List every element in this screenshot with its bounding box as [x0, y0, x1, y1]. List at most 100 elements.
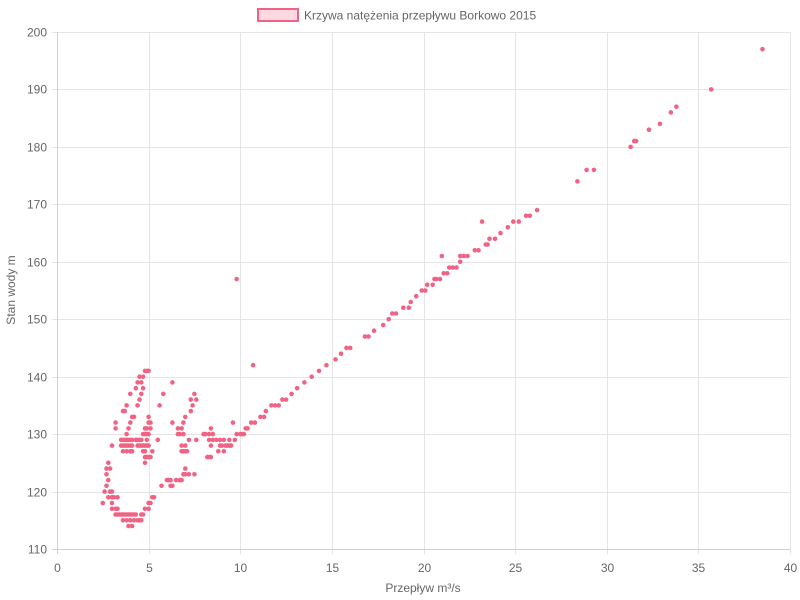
data-point[interactable] — [186, 437, 192, 443]
data-point[interactable] — [302, 380, 307, 385]
data-point[interactable] — [107, 466, 113, 471]
data-point[interactable] — [668, 110, 674, 115]
data-point[interactable] — [128, 391, 133, 397]
data-point[interactable] — [148, 420, 153, 425]
data-point[interactable] — [234, 431, 239, 437]
data-point[interactable] — [248, 420, 254, 425]
data-point[interactable] — [104, 466, 109, 471]
data-point[interactable] — [168, 477, 173, 483]
data-point[interactable] — [137, 397, 142, 402]
data-point[interactable] — [157, 403, 162, 408]
data-point[interactable] — [269, 403, 274, 408]
data-point[interactable] — [390, 311, 395, 316]
data-point[interactable] — [146, 368, 151, 374]
data-point[interactable] — [155, 437, 161, 443]
data-point[interactable] — [148, 500, 153, 506]
data-point[interactable] — [408, 299, 414, 305]
data-point[interactable] — [516, 219, 522, 224]
data-point[interactable] — [289, 391, 294, 397]
data-point[interactable] — [232, 437, 238, 443]
data-point[interactable] — [344, 345, 349, 351]
data-point[interactable] — [124, 403, 129, 408]
data-point[interactable] — [523, 213, 529, 219]
data-point[interactable] — [142, 460, 148, 466]
data-point[interactable] — [437, 276, 443, 282]
data-point[interactable] — [393, 311, 399, 316]
data-point[interactable] — [151, 495, 157, 500]
data-point[interactable] — [227, 437, 232, 443]
data-point[interactable] — [131, 518, 137, 523]
data-point[interactable] — [439, 253, 445, 259]
data-point[interactable] — [206, 437, 212, 443]
data-point[interactable] — [203, 431, 208, 437]
data-point[interactable] — [144, 437, 150, 443]
data-point[interactable] — [245, 426, 250, 431]
data-point[interactable] — [109, 506, 115, 512]
data-point[interactable] — [106, 460, 111, 466]
data-point[interactable] — [465, 253, 470, 259]
data-point[interactable] — [234, 276, 239, 282]
data-point[interactable] — [194, 437, 199, 443]
data-point[interactable] — [111, 495, 117, 500]
data-point[interactable] — [124, 518, 129, 523]
data-point[interactable] — [126, 426, 131, 431]
data-point[interactable] — [221, 437, 227, 443]
data-point[interactable] — [657, 121, 663, 127]
data-point[interactable] — [230, 420, 236, 425]
data-point[interactable] — [386, 316, 392, 322]
data-point[interactable] — [124, 449, 129, 454]
data-point[interactable] — [181, 431, 186, 437]
data-point[interactable] — [159, 483, 164, 489]
data-point[interactable] — [113, 426, 118, 431]
data-point[interactable] — [129, 449, 135, 454]
data-point[interactable] — [584, 167, 589, 173]
data-point[interactable] — [276, 403, 282, 408]
data-point[interactable] — [188, 408, 194, 414]
data-point[interactable] — [140, 374, 146, 380]
data-point[interactable] — [434, 276, 439, 282]
data-point[interactable] — [366, 334, 371, 339]
data-point[interactable] — [487, 236, 492, 242]
data-point[interactable] — [139, 391, 144, 397]
data-point[interactable] — [115, 506, 120, 512]
data-point[interactable] — [106, 495, 111, 500]
data-point[interactable] — [406, 305, 412, 311]
data-point[interactable] — [498, 230, 503, 236]
data-point[interactable] — [258, 414, 263, 420]
data-point[interactable] — [109, 500, 115, 506]
data-point[interactable] — [534, 207, 540, 213]
data-point[interactable] — [133, 512, 139, 517]
data-point[interactable] — [252, 420, 258, 425]
data-point[interactable] — [135, 380, 140, 385]
data-point[interactable] — [450, 265, 456, 270]
data-point[interactable] — [140, 385, 146, 391]
data-point[interactable] — [461, 253, 467, 259]
data-point[interactable] — [210, 431, 216, 437]
data-point[interactable] — [214, 437, 219, 443]
data-point[interactable] — [492, 236, 498, 242]
data-point[interactable] — [128, 518, 133, 523]
data-point[interactable] — [131, 414, 137, 420]
data-point[interactable] — [120, 449, 126, 454]
data-point[interactable] — [109, 443, 115, 448]
data-point[interactable] — [150, 449, 155, 454]
data-point[interactable] — [183, 466, 188, 471]
legend-label[interactable]: Krzywa natężenia przepływu Borkowo 2015 — [304, 9, 536, 23]
data-point[interactable] — [333, 357, 338, 362]
data-point[interactable] — [104, 472, 109, 477]
data-point[interactable] — [575, 179, 580, 184]
data-point[interactable] — [104, 483, 109, 489]
data-point[interactable] — [142, 449, 148, 454]
data-point[interactable] — [190, 403, 195, 408]
data-point[interactable] — [263, 408, 269, 414]
data-point[interactable] — [283, 397, 289, 402]
data-point[interactable] — [137, 374, 142, 380]
data-point[interactable] — [401, 305, 406, 311]
data-point[interactable] — [146, 443, 151, 448]
data-point[interactable] — [424, 282, 430, 288]
data-point[interactable] — [146, 414, 151, 420]
data-point[interactable] — [129, 437, 135, 443]
data-point[interactable] — [144, 426, 150, 431]
data-point[interactable] — [446, 265, 452, 270]
data-point[interactable] — [272, 403, 278, 408]
